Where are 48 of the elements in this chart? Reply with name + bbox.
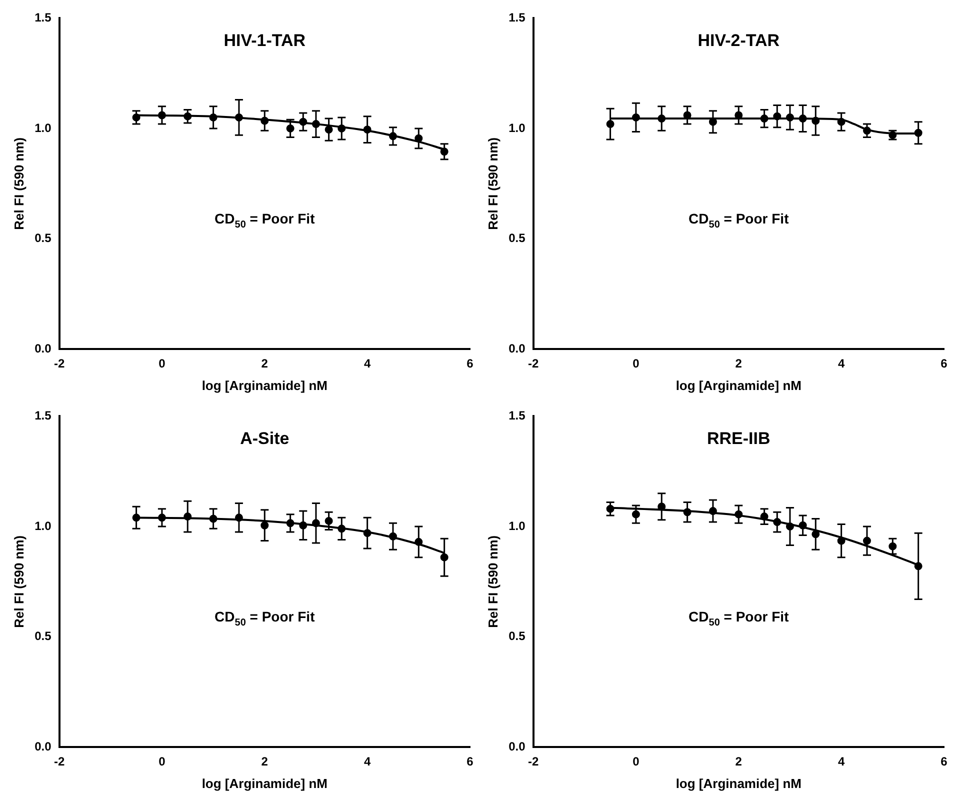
x-tick-label: 2: [261, 754, 268, 769]
y-tick-label: 0.0: [34, 341, 52, 356]
x-axis-title: log [Arginamide] nM: [676, 378, 802, 393]
x-axis-title: log [Arginamide] nM: [202, 378, 328, 393]
x-tick-label: -2: [528, 356, 539, 371]
x-tick-label: 0: [158, 356, 166, 371]
x-tick-label: -2: [528, 754, 539, 769]
y-tick-label: 1.0: [34, 518, 52, 533]
y-tick-label: 0.5: [34, 629, 52, 644]
y-tick-label: 1.5: [34, 408, 52, 423]
x-axis-title: log [Arginamide] nM: [202, 776, 328, 791]
x-tick-label: 6: [466, 356, 474, 371]
y-tick-label: 1.0: [508, 518, 526, 533]
x-tick-label: 6: [940, 356, 948, 371]
x-tick-label: 4: [364, 356, 371, 371]
y-axis-title: Rel FI (590 nm): [11, 535, 26, 628]
y-axis-title: Rel FI (590 nm): [485, 535, 500, 628]
x-tick-label: 2: [261, 356, 268, 371]
y-tick-label: 1.0: [508, 120, 526, 135]
text: HIV-2-TAR: [698, 31, 780, 50]
y-axis-title: Rel FI (590 nm): [11, 137, 26, 230]
x-tick-label: -2: [54, 754, 65, 769]
text: RRE-IIB: [707, 429, 770, 448]
y-tick-label: 0.5: [508, 629, 526, 644]
x-tick-label: 0: [632, 356, 640, 371]
y-tick-label: 0.0: [508, 739, 526, 754]
y-axis-title: Rel FI (590 nm): [485, 137, 500, 230]
x-tick-label: 4: [838, 754, 845, 769]
x-tick-label: 0: [632, 754, 640, 769]
y-tick-label: 1.5: [34, 10, 52, 25]
y-tick-label: 1.5: [508, 10, 526, 25]
x-tick-label: 6: [940, 754, 948, 769]
text: HIV-1-TAR: [224, 31, 306, 50]
y-tick-label: 0.5: [508, 231, 526, 246]
x-tick-label: 4: [838, 356, 845, 371]
x-tick-label: 0: [158, 754, 166, 769]
y-tick-label: 1.0: [34, 120, 52, 135]
y-tick-label: 0.0: [508, 341, 526, 356]
y-tick-label: 1.5: [508, 408, 526, 423]
y-tick-label: 0.0: [34, 739, 52, 754]
x-tick-label: 2: [735, 356, 742, 371]
y-tick-label: 0.5: [34, 231, 52, 246]
x-tick-label: 2: [735, 754, 742, 769]
x-tick-label: 6: [466, 754, 474, 769]
x-tick-label: 4: [364, 754, 371, 769]
text: A-Site: [240, 429, 290, 448]
x-tick-label: -2: [54, 356, 65, 371]
x-axis-title: log [Arginamide] nM: [676, 776, 802, 791]
